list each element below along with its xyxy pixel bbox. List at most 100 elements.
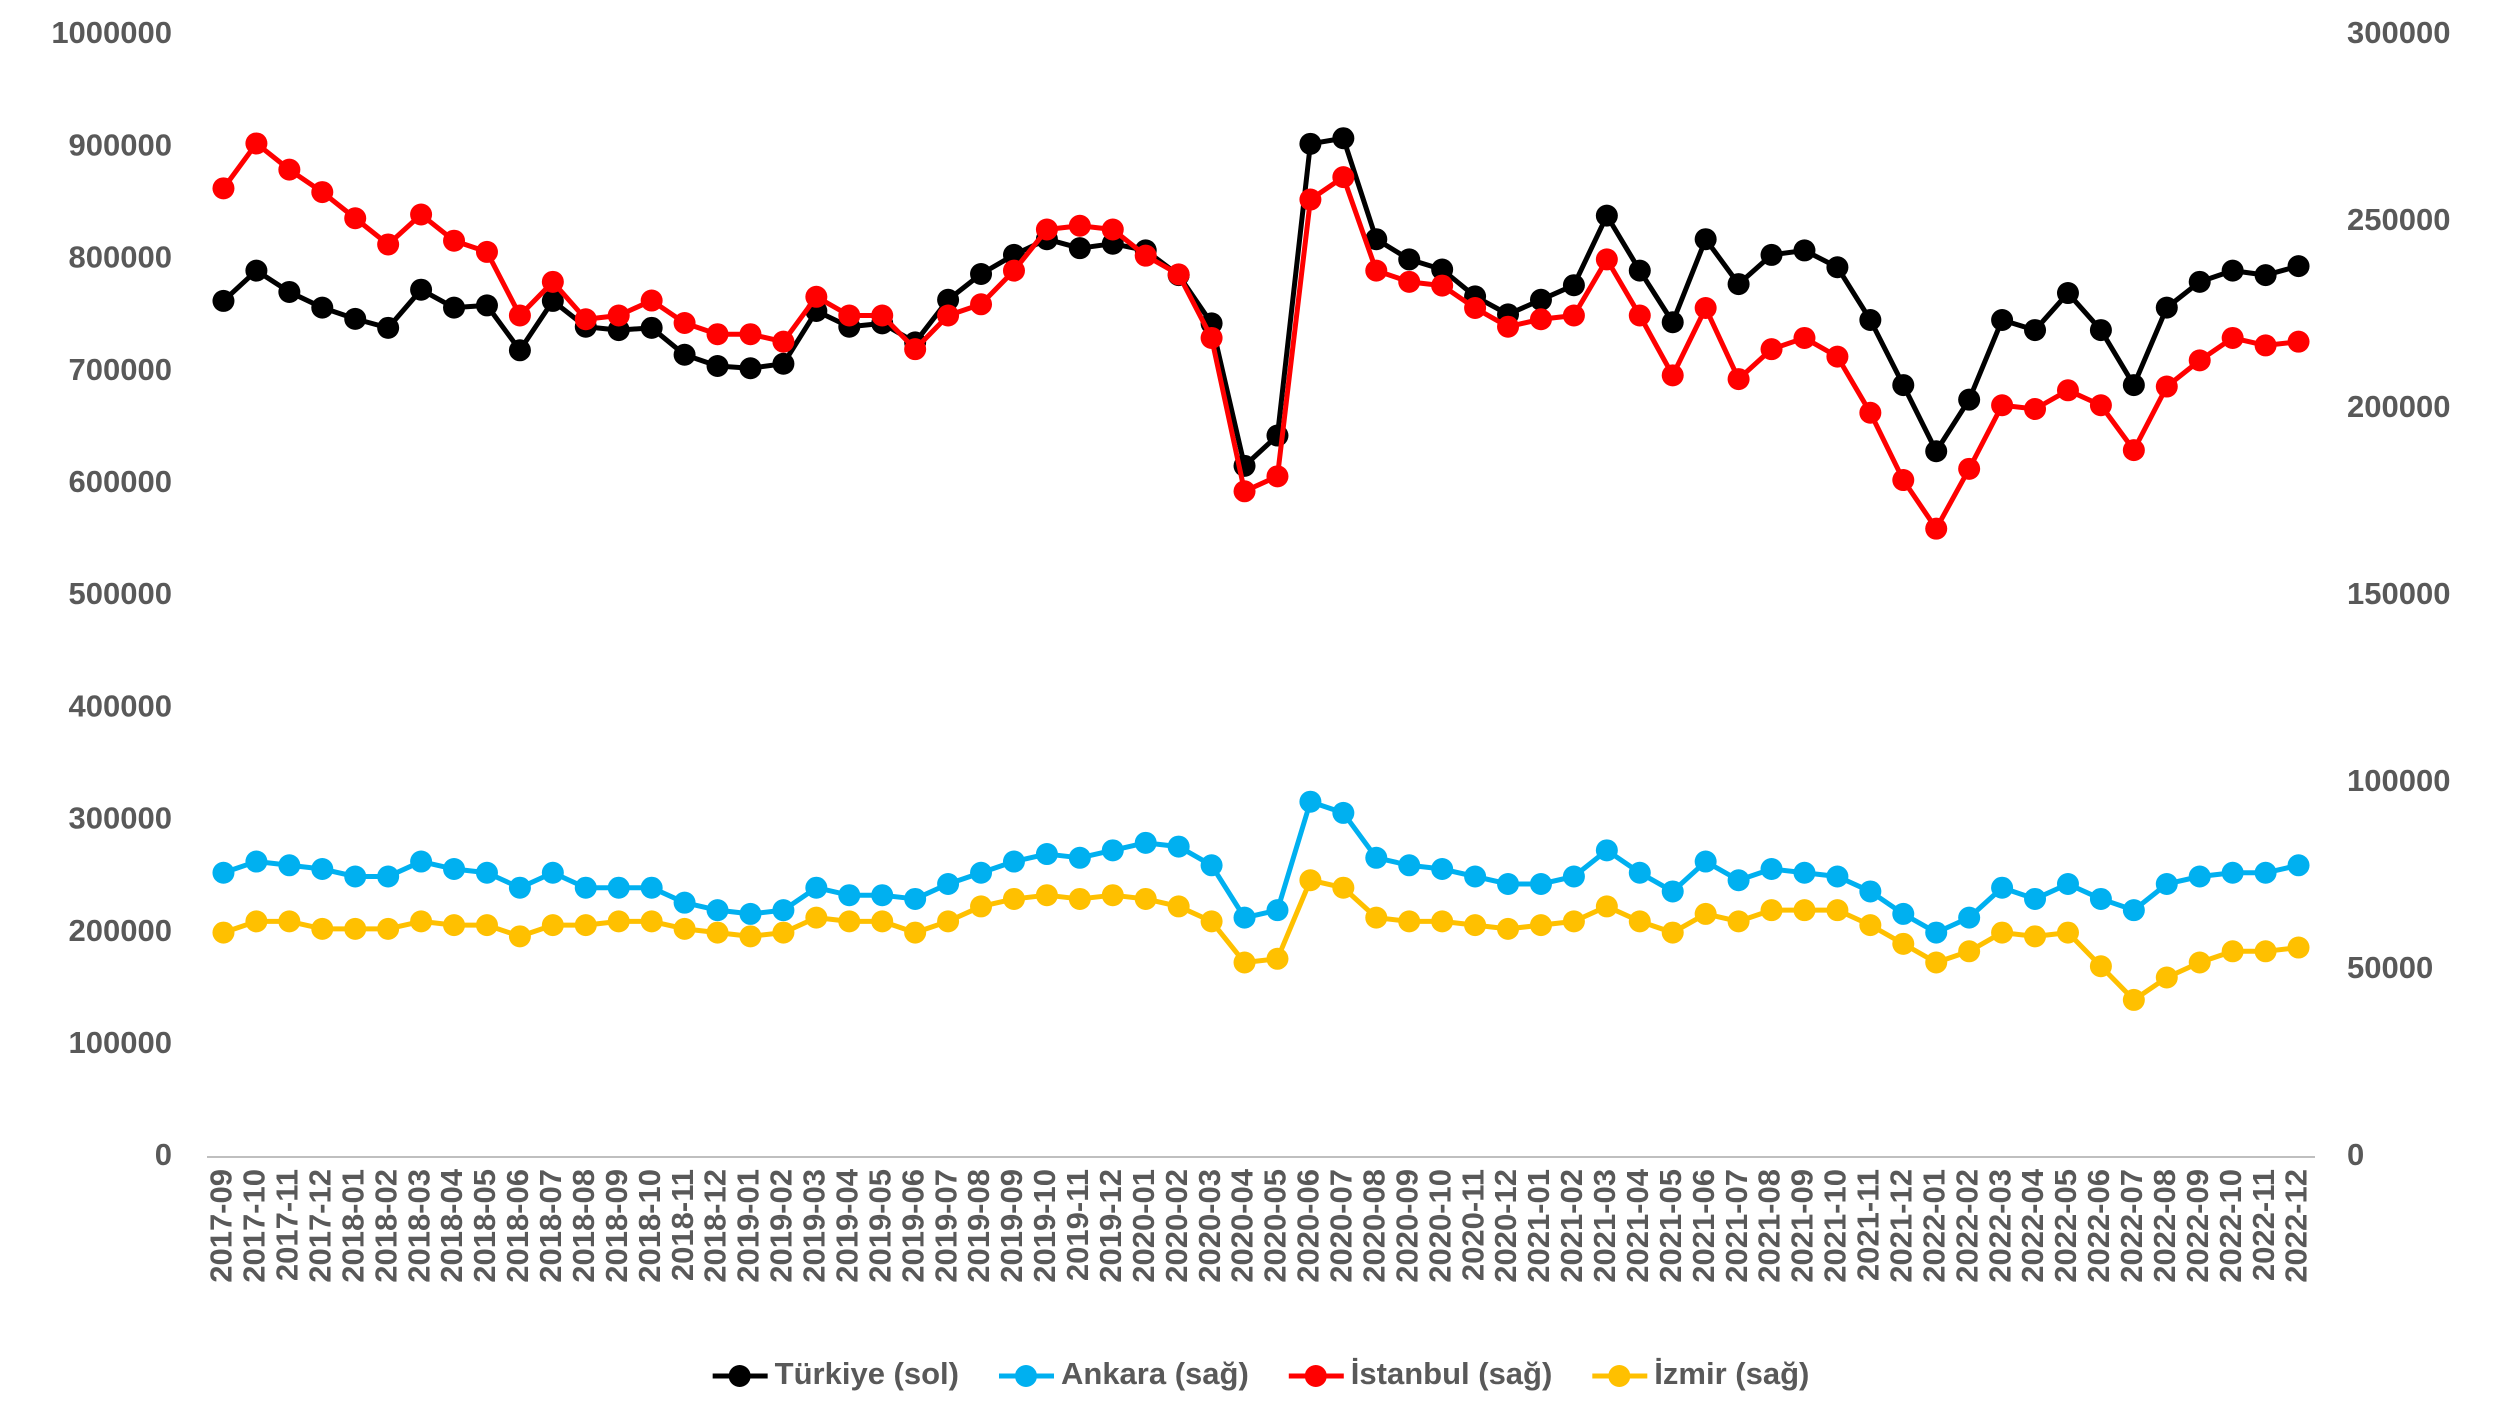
- data-point: [1661, 311, 1684, 334]
- x-tick-label: 2022-03: [1982, 1169, 2017, 1283]
- data-point: [2254, 940, 2277, 963]
- x-tick-label: 2019-07: [928, 1169, 963, 1283]
- x-tick-label: 2018-01: [335, 1169, 370, 1283]
- data-point: [1760, 338, 1783, 361]
- data-point: [475, 914, 498, 937]
- x-tick-label: 2020-06: [1291, 1169, 1326, 1283]
- data-point: [311, 296, 334, 319]
- data-point: [1958, 388, 1981, 411]
- data-point: [1266, 899, 1289, 922]
- data-point: [2188, 270, 2211, 293]
- data-point: [1760, 243, 1783, 266]
- y-tick-label: 500000: [69, 576, 172, 611]
- x-tick-label: 2020-10: [1422, 1169, 1457, 1283]
- data-point: [377, 316, 400, 339]
- data-point: [2155, 966, 2178, 989]
- x-tick-label: 2022-01: [1916, 1169, 1951, 1283]
- y2-tick-label: 50000: [2347, 950, 2433, 985]
- data-point: [344, 307, 367, 330]
- data-point: [410, 910, 433, 933]
- data-point: [1859, 880, 1882, 903]
- data-point: [1793, 239, 1816, 262]
- x-tick-label: 2022-05: [2048, 1169, 2083, 1283]
- data-point: [1233, 906, 1256, 929]
- x-tick-label: 2019-06: [895, 1169, 930, 1283]
- series-line: [222, 799, 2300, 936]
- data-point: [1332, 801, 1355, 824]
- y2-tick-label: 150000: [2347, 576, 2450, 611]
- data-point: [1595, 895, 1618, 918]
- data-point: [1398, 270, 1421, 293]
- data-point: [1628, 304, 1651, 327]
- data-point: [1497, 872, 1520, 895]
- data-point: [1661, 921, 1684, 944]
- x-tick-label: 2018-09: [599, 1169, 634, 1283]
- data-point: [1068, 887, 1091, 910]
- legend-marker: [1608, 1365, 1631, 1387]
- x-tick-label: 2018-02: [368, 1169, 403, 1283]
- x-tick-label: 2021-06: [1686, 1169, 1721, 1283]
- data-point: [443, 229, 466, 252]
- x-tick-label: 2018-11: [665, 1169, 700, 1281]
- x-tick-label: 2019-03: [797, 1169, 832, 1283]
- x-tick-label: 2018-08: [566, 1169, 601, 1283]
- data-point: [1562, 865, 1585, 888]
- x-tick-label: 2019-08: [961, 1169, 996, 1283]
- x-tick-label: 2017-09: [204, 1169, 239, 1283]
- data-point: [1628, 861, 1651, 884]
- y2-tick-label: 250000: [2347, 202, 2450, 237]
- data-point: [1793, 861, 1816, 884]
- x-tick-label: 2020-12: [1488, 1169, 1523, 1283]
- data-point: [871, 910, 894, 933]
- data-point: [2024, 319, 2047, 342]
- data-point: [212, 289, 235, 312]
- data-point: [1925, 517, 1948, 540]
- data-point: [1101, 884, 1124, 907]
- data-point: [970, 293, 993, 316]
- data-point: [1365, 228, 1388, 251]
- data-point: [245, 910, 268, 933]
- y2-tick-label: 100000: [2347, 763, 2450, 798]
- data-point: [772, 921, 795, 944]
- data-point: [2122, 988, 2145, 1011]
- series-line: [221, 135, 2300, 469]
- data-point: [673, 311, 696, 334]
- data-point: [772, 899, 795, 922]
- data-point: [1628, 910, 1651, 933]
- x-tick-label: 2021-02: [1554, 1169, 1589, 1283]
- data-point: [1035, 218, 1058, 241]
- data-point: [1958, 457, 1981, 480]
- data-point: [1497, 315, 1520, 338]
- data-point: [1826, 256, 1849, 279]
- data-point: [1727, 368, 1750, 391]
- data-point: [1760, 858, 1783, 881]
- data-point: [1826, 345, 1849, 368]
- data-point: [2056, 921, 2079, 944]
- data-point: [640, 289, 663, 312]
- data-point: [541, 270, 564, 293]
- data-point: [937, 910, 960, 933]
- data-point: [673, 343, 696, 366]
- legend-marker: [1014, 1365, 1037, 1387]
- data-point: [706, 354, 729, 377]
- x-tick-label: 2021-08: [1752, 1169, 1787, 1283]
- data-point: [344, 207, 367, 230]
- data-point: [937, 288, 960, 311]
- y-tick-label: 700000: [69, 352, 172, 387]
- x-tick-label: 2020-03: [1192, 1169, 1227, 1283]
- data-point: [640, 876, 663, 899]
- data-point: [1431, 258, 1454, 281]
- x-tick-label: 2021-07: [1719, 1169, 1754, 1283]
- data-point: [2024, 925, 2047, 948]
- data-point: [739, 902, 762, 925]
- data-point: [475, 294, 498, 317]
- data-point: [574, 876, 597, 899]
- data-point: [937, 872, 960, 895]
- x-tick-label: 2022-09: [2180, 1169, 2215, 1283]
- data-point: [772, 352, 795, 375]
- data-point: [1991, 921, 2014, 944]
- data-point: [1529, 288, 1552, 311]
- data-point: [1200, 854, 1223, 877]
- data-point: [443, 296, 466, 319]
- data-point: [1925, 921, 1948, 944]
